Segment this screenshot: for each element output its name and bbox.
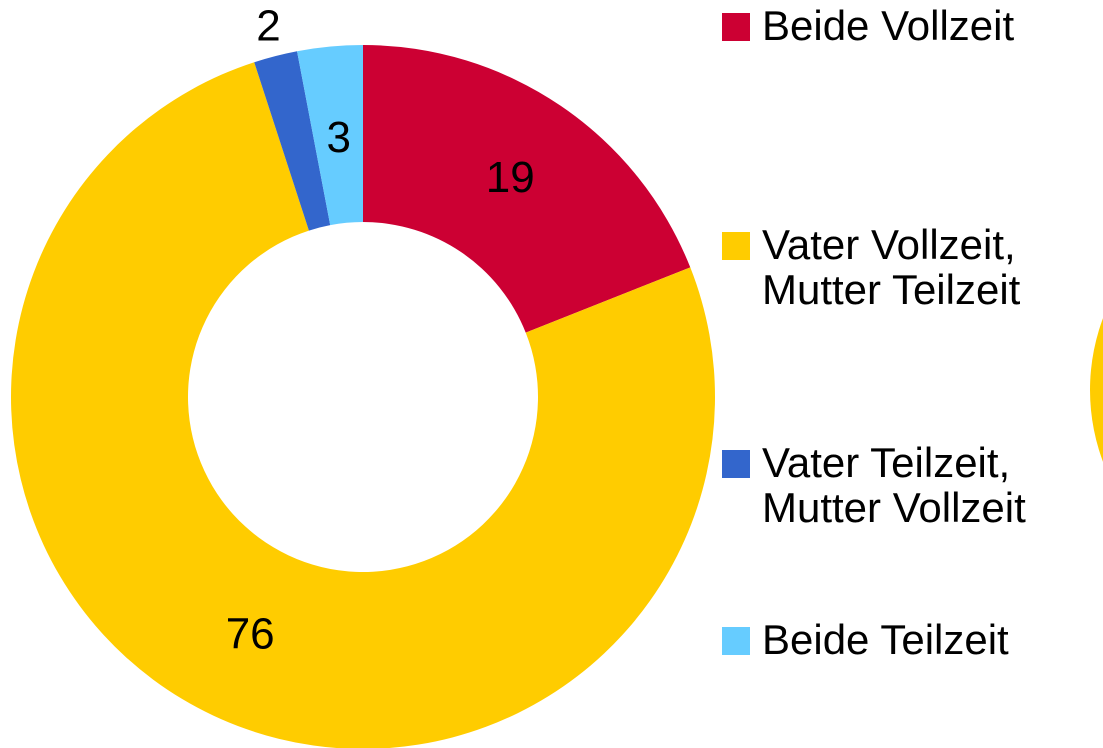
legend-item: Vater Teilzeit, Mutter Vollzeit (722, 440, 1103, 530)
legend-swatch (722, 450, 750, 478)
legend-label: Vater Teilzeit, Mutter Vollzeit (762, 439, 1026, 531)
donut-segment (11, 62, 715, 748)
legend-label: Vater Vollzeit, Mutter Teilzeit (762, 221, 1021, 313)
donut-segment (254, 51, 331, 231)
decor-circle (1090, 318, 1103, 462)
legend-item: Beide Vollzeit (722, 3, 1103, 48)
legend-item: Beide Teilzeit (722, 617, 1103, 662)
data-label: 76 (226, 609, 275, 658)
donut-segment (297, 45, 363, 226)
legend-swatch (722, 232, 750, 260)
data-label: 2 (256, 2, 280, 51)
donut-segment (363, 45, 691, 333)
data-label: 19 (486, 153, 535, 202)
legend-label: Beide Vollzeit (762, 2, 1015, 49)
data-label: 3 (326, 113, 350, 162)
legend-item: Vater Vollzeit, Mutter Teilzeit (722, 222, 1103, 312)
legend-swatch (722, 13, 750, 41)
legend-swatch (722, 627, 750, 655)
legend-label: Beide Teilzeit (762, 616, 1009, 663)
